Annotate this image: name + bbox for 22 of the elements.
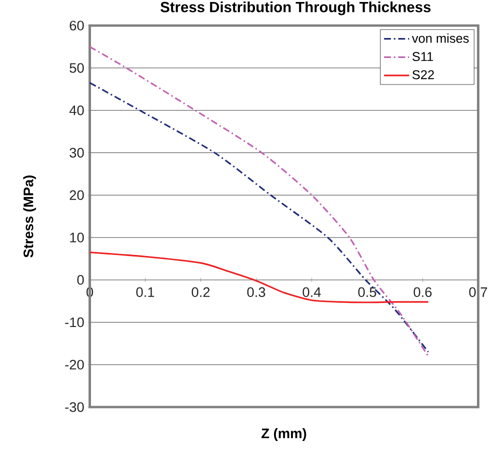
y-tick-label: 10 [70, 232, 84, 242]
x-tick-label: 0.3 [247, 287, 266, 297]
y-tick-label: 60 [70, 20, 84, 30]
y-tick-label: 40 [69, 105, 84, 116]
y-tick-label: 0 [77, 274, 84, 285]
x-axis-title: Z (mm) [262, 428, 306, 441]
x-tick-label: 0.1 [136, 287, 154, 297]
x-tick-label: 0.4 [302, 287, 321, 297]
legend-label: S11 [412, 52, 433, 61]
y-axis-title: Stress (MPa) [23, 175, 36, 258]
x-tick-label: 0.2 [192, 287, 210, 297]
chart-title: Stress Distribution Through Thickness [160, 1, 431, 16]
legend-label: S22 [412, 70, 434, 80]
y-tick-label: -20 [65, 360, 84, 370]
y-tick-label: 30 [70, 148, 84, 158]
x-tick-label: 0.6 [414, 287, 432, 297]
y-tick-label: -30 [65, 402, 84, 412]
x-tick-label: 0.5 [358, 287, 376, 297]
y-tick-label: 50 [70, 62, 84, 73]
legend-label: von mises [412, 33, 469, 43]
y-tick-label: 20 [70, 190, 84, 200]
y-tick-label: -10 [65, 317, 84, 328]
